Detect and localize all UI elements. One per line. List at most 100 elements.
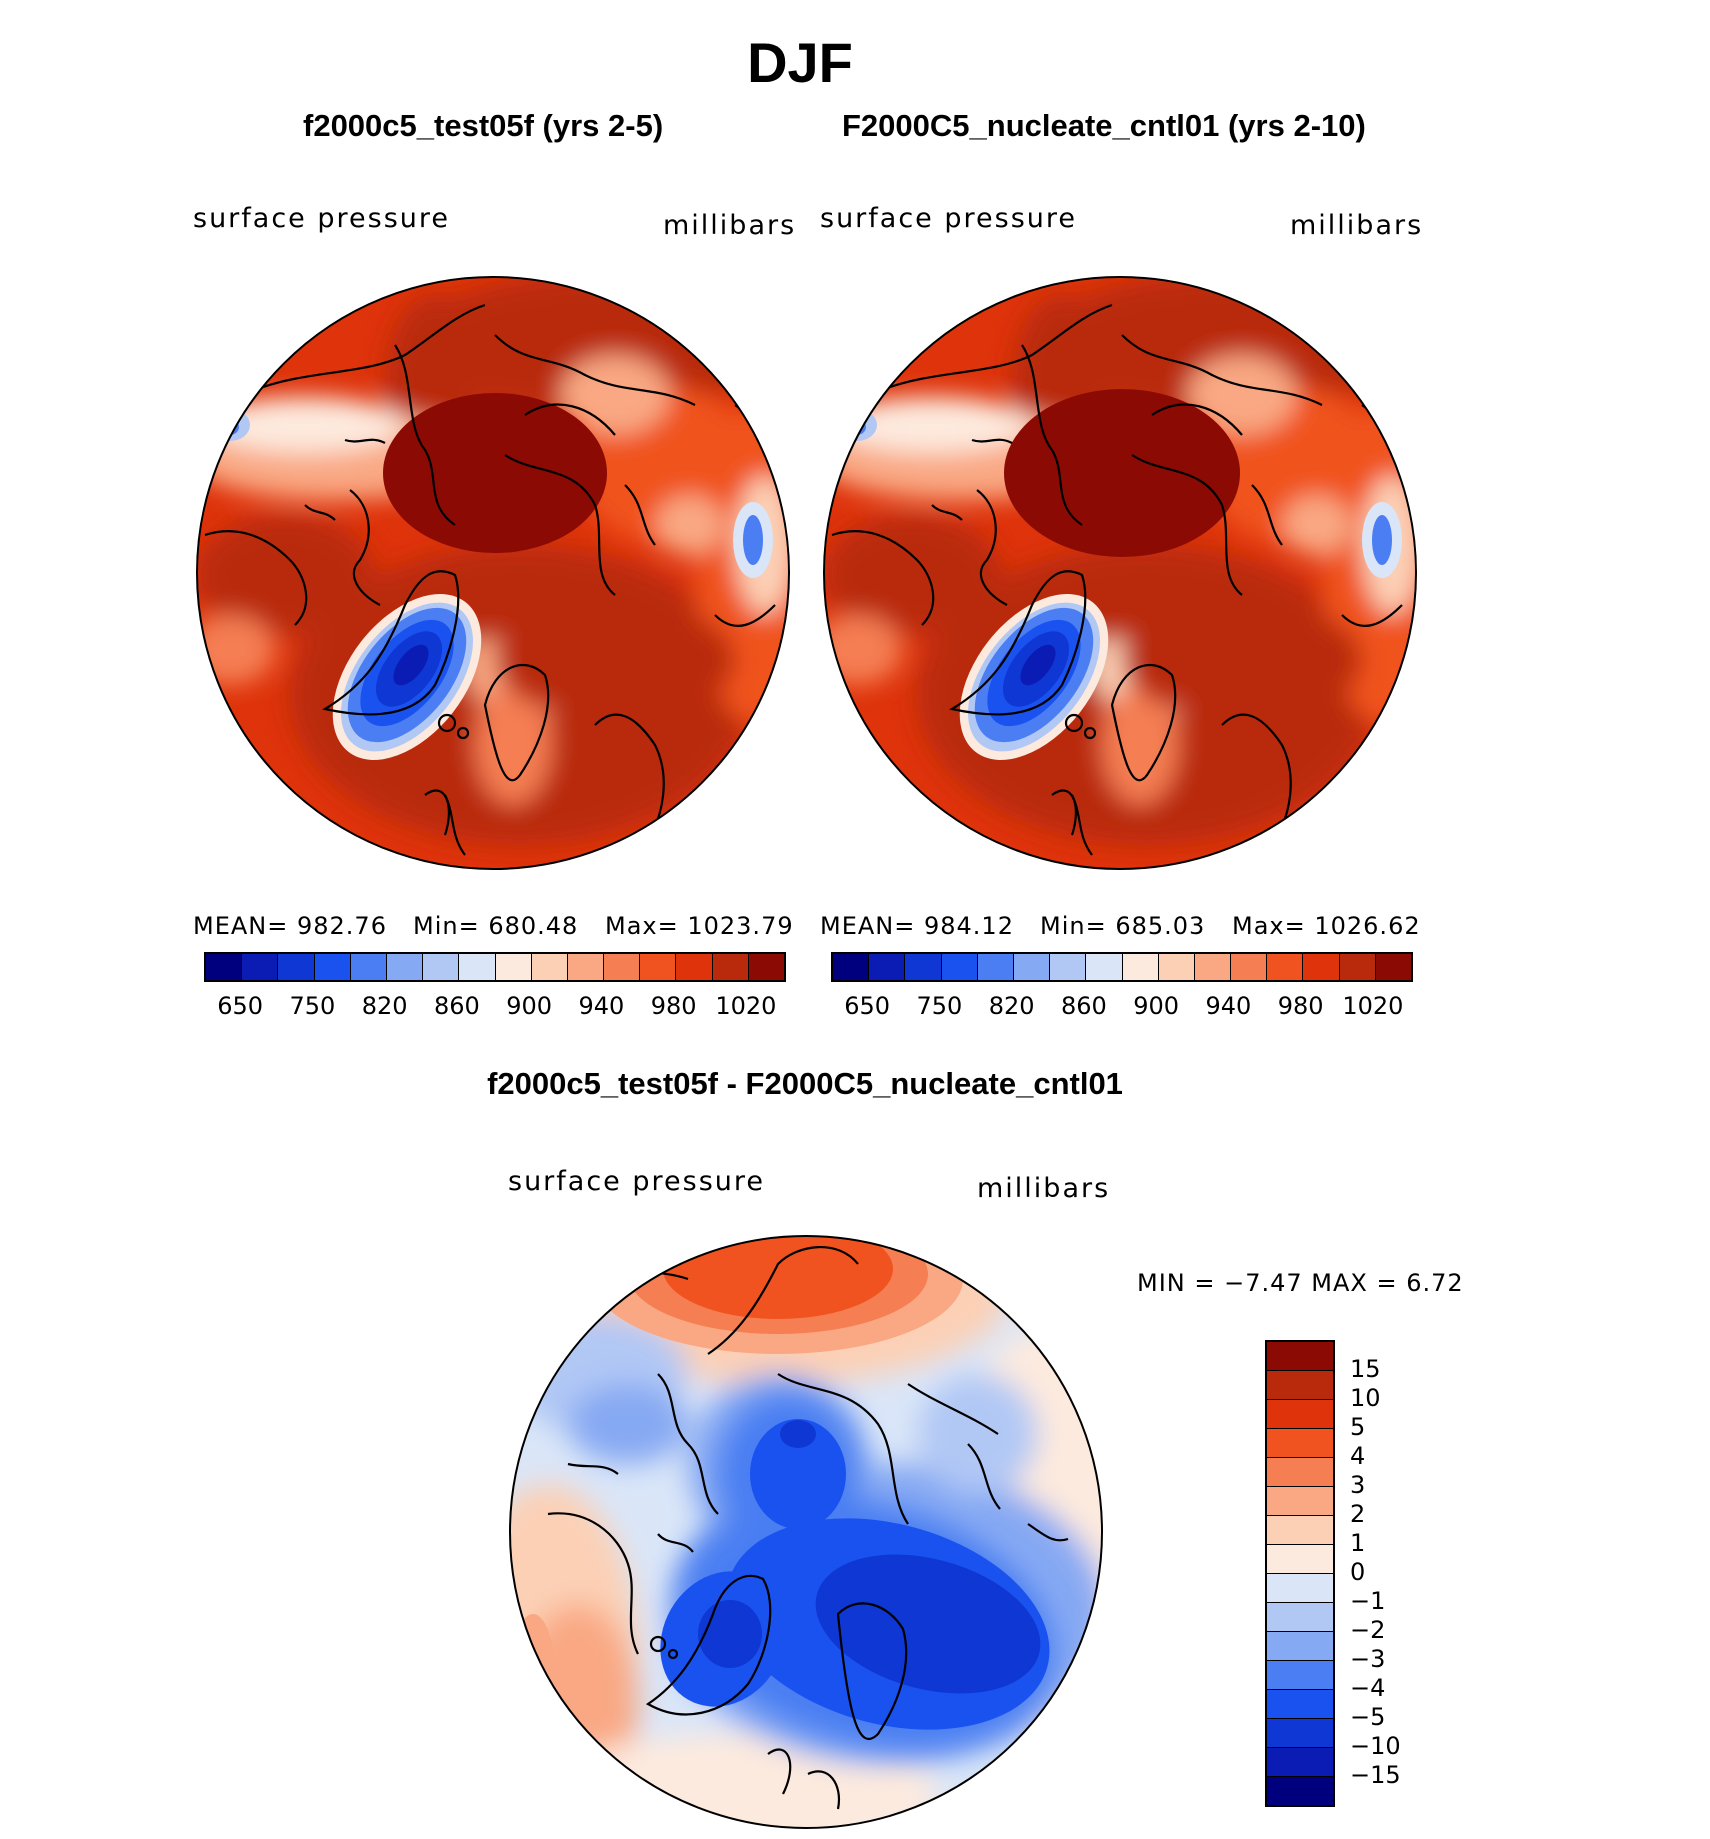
panel2-map-border bbox=[823, 276, 1417, 870]
diff-colorbar-swatch-2 bbox=[1267, 1400, 1333, 1429]
diff-colorbar-tick-label: 0 bbox=[1350, 1558, 1366, 1586]
colorbar-swatch-0 bbox=[833, 954, 870, 980]
panel2-coastlines bbox=[831, 303, 1403, 856]
colorbar-swatch-14 bbox=[1339, 954, 1376, 980]
diff-colorbar-swatch-4 bbox=[1267, 1458, 1333, 1487]
colorbar-swatch-4 bbox=[977, 954, 1014, 980]
colorbar-swatch-2 bbox=[905, 954, 942, 980]
diff-colorbar-swatch-12 bbox=[1267, 1690, 1333, 1719]
diff-colorbar-swatch-1 bbox=[1267, 1371, 1333, 1400]
colorbar-tick-label: 980 bbox=[650, 992, 697, 1020]
colorbar-swatch-13 bbox=[1303, 954, 1340, 980]
colorbar-swatch-11 bbox=[604, 954, 641, 980]
colorbar-swatch-10 bbox=[567, 954, 605, 980]
panel2-min-stat: Min= 685.03 bbox=[1040, 912, 1206, 940]
colorbar-swatch-15 bbox=[748, 954, 784, 980]
diff-colorbar-swatch-11 bbox=[1267, 1661, 1333, 1690]
colorbar-tick-label: 940 bbox=[1205, 992, 1252, 1020]
colorbar-swatch-8 bbox=[1122, 954, 1159, 980]
panel1-colorbar-labels: 650 750 820 860 900 940 980 1020 bbox=[204, 992, 786, 1022]
panel1-mean-stat: MEAN= 982.76 bbox=[193, 912, 387, 940]
panel1-min-stat: Min= 680.48 bbox=[413, 912, 579, 940]
panel2-mean-stat: MEAN= 984.12 bbox=[820, 912, 1014, 940]
diff-colorbar-swatch-0 bbox=[1267, 1342, 1333, 1371]
panel3-units-label: millibars bbox=[977, 1173, 1111, 1204]
panel3-colorbar-labels: 15 10 5 4 3 2 1 0 −1 −2 −3 −4 −5 −10 −15 bbox=[1350, 1340, 1450, 1810]
diff-colorbar-tick-label: 1 bbox=[1350, 1529, 1366, 1557]
colorbar-swatch-5 bbox=[1013, 954, 1051, 980]
colorbar-tick-label: 900 bbox=[506, 992, 553, 1020]
panel1-max-stat: Max= 1023.79 bbox=[605, 912, 794, 940]
colorbar-swatch-6 bbox=[423, 954, 460, 980]
diff-colorbar-swatch-14 bbox=[1267, 1748, 1333, 1777]
colorbar-swatch-9 bbox=[531, 954, 568, 980]
diff-colorbar-tick-label: −10 bbox=[1350, 1732, 1401, 1760]
panel2-max-stat: Max= 1026.62 bbox=[1232, 912, 1421, 940]
colorbar-swatch-4 bbox=[350, 954, 387, 980]
colorbar-tick-label: 750 bbox=[289, 992, 336, 1020]
colorbar-swatch-14 bbox=[712, 954, 749, 980]
colorbar-swatch-13 bbox=[676, 954, 713, 980]
colorbar-swatch-1 bbox=[869, 954, 906, 980]
diff-colorbar-tick-label: −2 bbox=[1350, 1616, 1386, 1644]
panel2-units-label: millibars bbox=[1290, 210, 1424, 241]
diff-colorbar-tick-label: −5 bbox=[1350, 1703, 1386, 1731]
colorbar-tick-label: 650 bbox=[217, 992, 264, 1020]
colorbar-swatch-3 bbox=[941, 954, 978, 980]
panel1-map-border bbox=[196, 276, 790, 870]
panel1-low-pressure-east bbox=[743, 515, 763, 565]
figure-title: DJF bbox=[747, 31, 853, 94]
diff-colorbar-tick-label: −1 bbox=[1350, 1587, 1386, 1615]
panel3-map-border bbox=[509, 1235, 1103, 1829]
colorbar-swatch-8 bbox=[495, 954, 532, 980]
panel3-variable-label: surface pressure bbox=[508, 1166, 765, 1197]
panel3-title: f2000c5_test05f - F2000C5_nucleate_cntl0… bbox=[487, 1066, 1123, 1101]
colorbar-swatch-15 bbox=[1375, 954, 1411, 980]
panel2-colorbar bbox=[831, 952, 1413, 982]
diff-colorbar-tick-label: 2 bbox=[1350, 1500, 1366, 1528]
panel3-colorbar bbox=[1265, 1340, 1335, 1807]
diff-colorbar-tick-label: −3 bbox=[1350, 1645, 1386, 1673]
colorbar-swatch-2 bbox=[278, 954, 315, 980]
diff-colorbar-tick-label: 15 bbox=[1350, 1355, 1381, 1383]
diff-colorbar-swatch-7 bbox=[1267, 1545, 1333, 1574]
colorbar-tick-label: 820 bbox=[988, 992, 1035, 1020]
diff-colorbar-swatch-8 bbox=[1267, 1574, 1333, 1603]
panel1-colorbar bbox=[204, 952, 786, 982]
colorbar-swatch-7 bbox=[1086, 954, 1123, 980]
panel2-low-pressure-east bbox=[1372, 515, 1392, 565]
diff-colorbar-tick-label: 4 bbox=[1350, 1442, 1366, 1470]
colorbar-swatch-9 bbox=[1158, 954, 1195, 980]
colorbar-tick-label: 820 bbox=[361, 992, 408, 1020]
colorbar-tick-label: 1020 bbox=[1342, 992, 1404, 1020]
panel1-polar-map bbox=[196, 276, 790, 870]
colorbar-swatch-12 bbox=[1267, 954, 1304, 980]
panel1-variable-label: surface pressure bbox=[193, 203, 450, 234]
panel2-variable-label: surface pressure bbox=[820, 203, 1077, 234]
panel2-colorbar-labels: 650 750 820 860 900 940 980 1020 bbox=[831, 992, 1413, 1022]
diff-colorbar-tick-label: 5 bbox=[1350, 1413, 1366, 1441]
diff-colorbar-swatch-10 bbox=[1267, 1632, 1333, 1661]
panel2-title: F2000C5_nucleate_cntl01 (yrs 2-10) bbox=[842, 108, 1366, 143]
colorbar-swatch-6 bbox=[1050, 954, 1087, 980]
panel2-high-pressure-core bbox=[1004, 389, 1240, 557]
diff-colorbar-swatch-3 bbox=[1267, 1429, 1333, 1458]
colorbar-tick-label: 860 bbox=[433, 992, 480, 1020]
panel1-high-pressure-core bbox=[383, 393, 607, 553]
diff-colorbar-tick-label: −4 bbox=[1350, 1674, 1386, 1702]
colorbar-tick-label: 980 bbox=[1277, 992, 1324, 1020]
colorbar-tick-label: 860 bbox=[1060, 992, 1107, 1020]
colorbar-tick-label: 1020 bbox=[715, 992, 777, 1020]
panel3-negative-anomaly bbox=[815, 1554, 1041, 1694]
colorbar-swatch-11 bbox=[1231, 954, 1268, 980]
panel3-minmax-stat: MIN = −7.47 MAX = 6.72 bbox=[1137, 1269, 1464, 1297]
panel2-polar-map bbox=[823, 276, 1417, 870]
diff-colorbar-swatch-6 bbox=[1267, 1516, 1333, 1545]
diff-colorbar-tick-label: 10 bbox=[1350, 1384, 1381, 1412]
colorbar-swatch-1 bbox=[242, 954, 279, 980]
diff-colorbar-swatch-13 bbox=[1267, 1719, 1333, 1748]
colorbar-swatch-7 bbox=[459, 954, 496, 980]
diff-colorbar-swatch-9 bbox=[1267, 1603, 1333, 1632]
panel1-coastlines bbox=[204, 303, 776, 856]
diff-colorbar-tick-label: 3 bbox=[1350, 1471, 1366, 1499]
